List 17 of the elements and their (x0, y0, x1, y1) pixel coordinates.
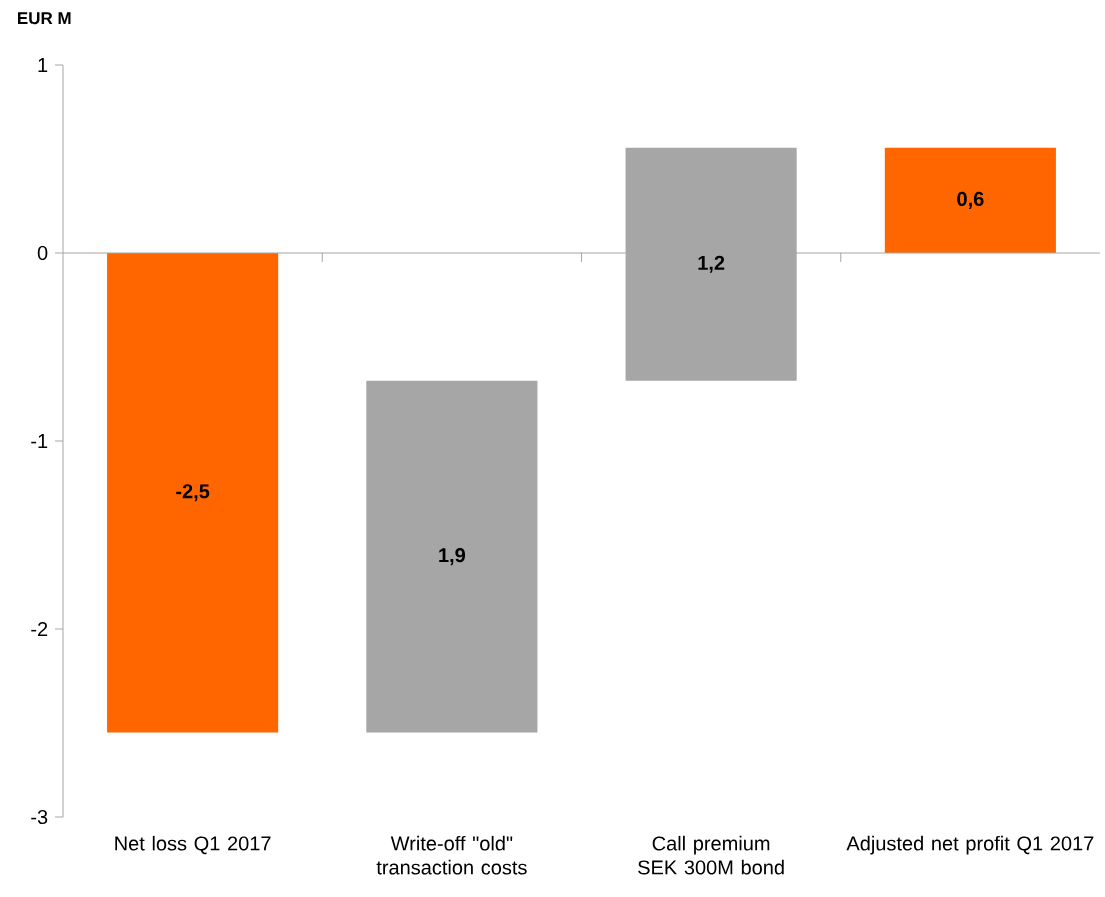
bar (107, 253, 279, 733)
x-tick-label: Call premium SEK 300M bond (638, 835, 784, 875)
y-tick-label: 0 (37, 245, 48, 261)
data-label: 1,9 (439, 548, 466, 566)
x-tick-label: Adjusted net profit Q1 2017 (846, 835, 1094, 855)
data-label: 0,6 (957, 191, 984, 209)
x-tick-label: Net loss Q1 2017 (115, 835, 271, 855)
bar (366, 380, 538, 733)
data-label: 1,2 (698, 255, 725, 273)
bar (884, 147, 1056, 253)
x-tick-label: Write-off "old" transaction costs (376, 835, 527, 875)
y-tick-label: -2 (31, 622, 48, 636)
y-tick-label: -3 (31, 809, 48, 825)
data-label: -2,5 (176, 484, 210, 502)
y-tick-label: 1 (38, 58, 48, 72)
y-tick-label: -1 (31, 434, 48, 448)
y-axis-title: EUR M (18, 12, 71, 25)
